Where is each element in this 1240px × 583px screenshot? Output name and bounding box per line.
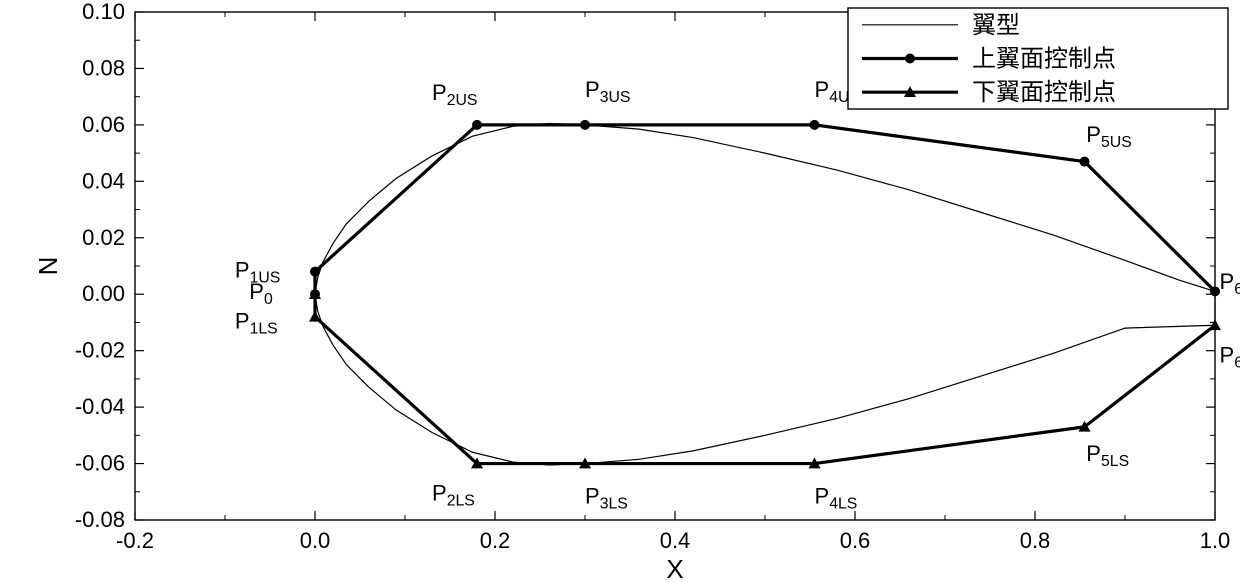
x-tick-label: 0.4 (660, 528, 691, 553)
x-tick-label: 0.8 (1020, 528, 1051, 553)
y-axis-label: N (33, 257, 63, 276)
y-tick-label: 0.06 (82, 112, 125, 137)
x-tick-label: 0.2 (480, 528, 511, 553)
y-tick-label: -0.06 (75, 451, 125, 476)
y-tick-label: 0.00 (82, 281, 125, 306)
y-tick-label: 0.10 (82, 0, 125, 24)
y-tick-label: -0.08 (75, 507, 125, 532)
control-point-marker (580, 120, 590, 130)
control-point-marker (810, 120, 820, 130)
point-label: P6US (1220, 269, 1240, 298)
control-point-marker (1210, 286, 1220, 296)
control-point-marker (310, 267, 320, 277)
x-axis-label: X (666, 554, 683, 583)
control-point-marker (472, 120, 482, 130)
y-tick-label: -0.04 (75, 394, 125, 419)
x-tick-label: 0.6 (840, 528, 871, 553)
control-point-marker (1080, 157, 1090, 167)
y-tick-label: 0.04 (82, 168, 125, 193)
legend-circle-icon (905, 54, 915, 64)
y-tick-label: 0.02 (82, 225, 125, 250)
y-tick-label: 0.08 (82, 55, 125, 80)
y-tick-label: -0.02 (75, 338, 125, 363)
x-tick-label: 0.0 (300, 528, 331, 553)
legend-label: 翼型 (972, 12, 1020, 39)
legend-label: 下翼面控制点 (972, 79, 1116, 106)
legend-label: 上翼面控制点 (972, 46, 1116, 73)
chart-root: -0.20.00.20.40.60.81.0X-0.08-0.06-0.04-0… (0, 0, 1240, 583)
point-label: P6LS (1220, 342, 1240, 371)
legend: 翼型上翼面控制点下翼面控制点 (848, 8, 1228, 109)
x-tick-label: 1.0 (1200, 528, 1231, 553)
